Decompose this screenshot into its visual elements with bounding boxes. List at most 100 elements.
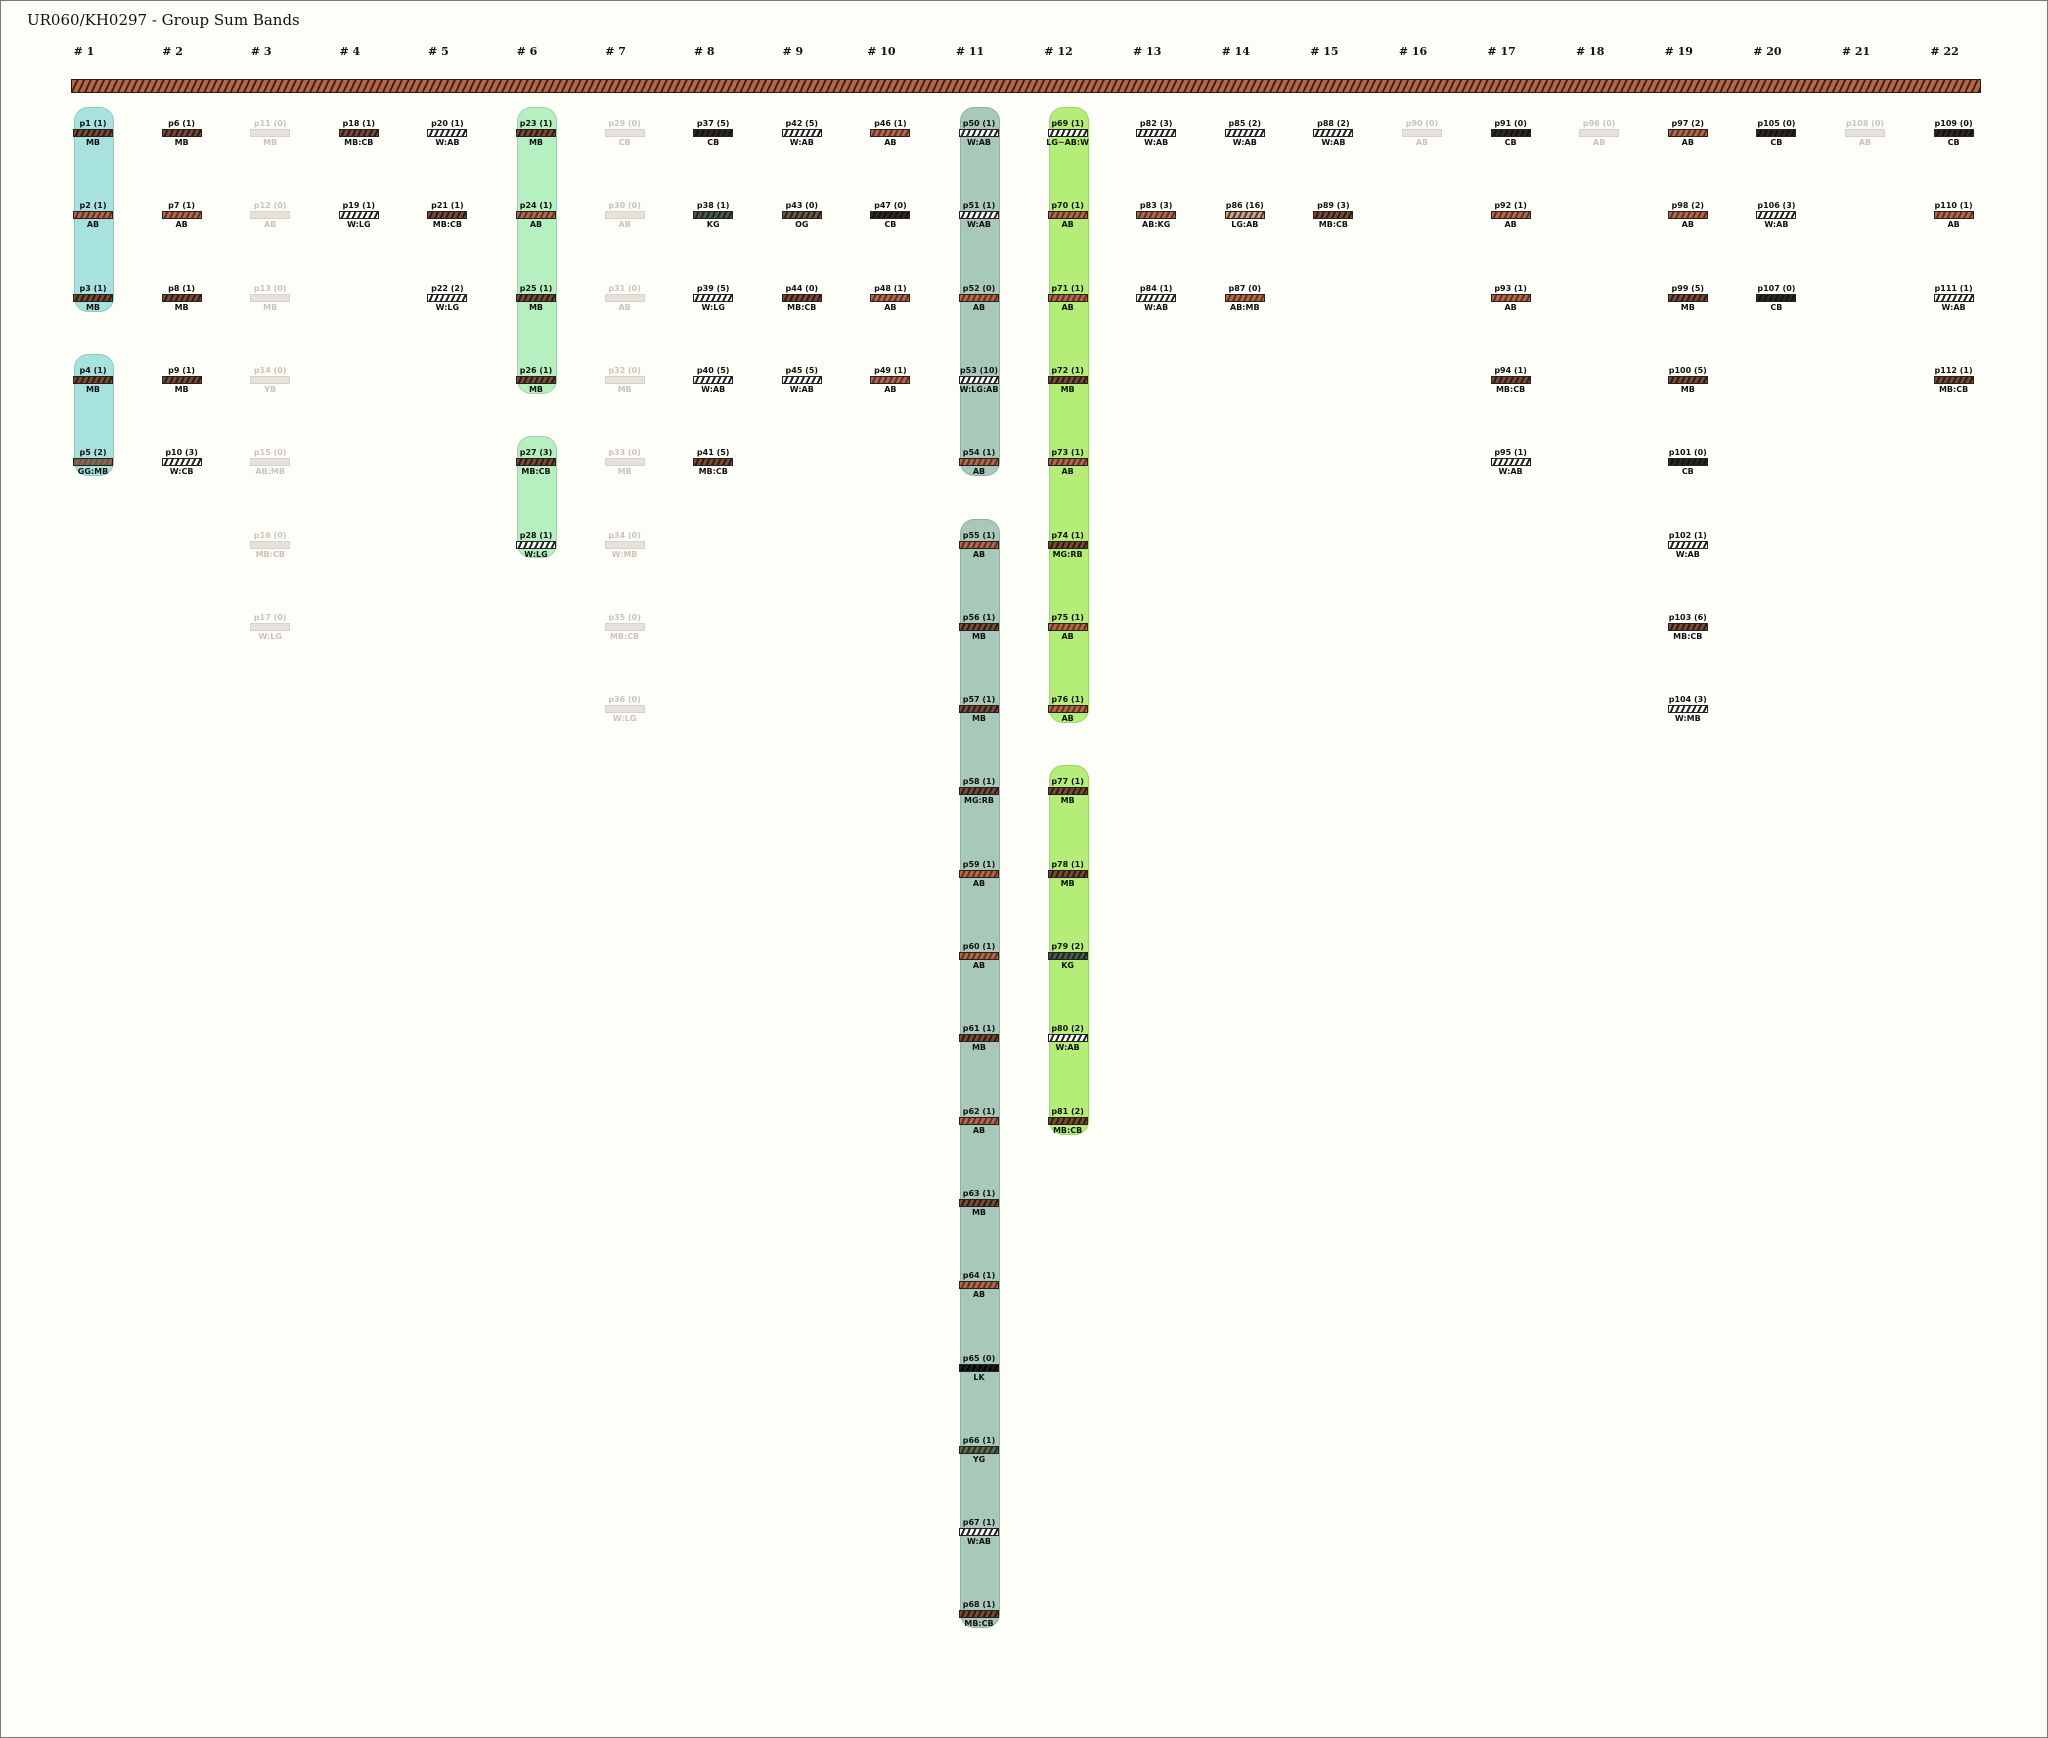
band-swatch xyxy=(1047,869,1088,878)
band-swatch xyxy=(1667,458,1708,467)
band-code: MB:CB xyxy=(255,549,285,559)
plot-item: p44 (0) MB:CB xyxy=(775,284,829,312)
column-header: # 5 xyxy=(428,45,449,58)
band-code: AB xyxy=(1061,467,1074,477)
plot-label: p56 (1) xyxy=(962,612,996,622)
plot-label: p71 (1) xyxy=(1051,283,1084,293)
plot-item: p98 (2) AB xyxy=(1661,201,1715,229)
band-code: MB:CB xyxy=(964,1619,994,1629)
plot-item: p63 (1) MB xyxy=(952,1189,1006,1217)
band-code: LG~AB:W xyxy=(1046,138,1089,147)
plot-label: p32 (0) xyxy=(608,365,641,375)
band-code: MB xyxy=(617,467,632,477)
plot-item: p45 (5) W:AB xyxy=(775,366,829,394)
plot-label: p33 (0) xyxy=(608,448,641,458)
band-swatch xyxy=(959,1445,999,1454)
plot-item: p86 (16) LG:AB xyxy=(1218,201,1272,229)
band-code: W:LG xyxy=(435,302,460,312)
band-swatch xyxy=(1402,129,1442,137)
plot-label: p5 (2) xyxy=(79,448,107,458)
band-code: AB xyxy=(972,878,986,888)
plot-label: p46 (1) xyxy=(874,119,907,128)
plot-item: p79 (2) KG xyxy=(1041,942,1095,970)
band-code: AB:MB xyxy=(1230,302,1260,312)
band-code: KG xyxy=(1061,961,1074,970)
plot-item: p21 (1) MB:CB xyxy=(420,201,474,229)
band-swatch xyxy=(1579,129,1620,137)
plot-item: p54 (1) AB xyxy=(952,448,1006,476)
plot-label: p34 (0) xyxy=(608,530,641,540)
column-header: # 2 xyxy=(162,45,183,58)
plot-item: p46 (1) AB xyxy=(863,119,917,147)
plot-label: p112 (1) xyxy=(1934,365,1973,375)
band-code: AB xyxy=(1681,220,1694,230)
plot-label: p108 (0) xyxy=(1845,119,1885,128)
plot-label: p16 (0) xyxy=(253,530,287,540)
plot-item: p58 (1) MG:RB xyxy=(952,777,1006,805)
plot-item: p52 (0) AB xyxy=(952,284,1006,312)
band-code: W:AB xyxy=(435,138,460,147)
band-code: MB:CB xyxy=(1052,1125,1083,1135)
band-swatch xyxy=(1490,375,1531,384)
band-swatch xyxy=(693,458,734,467)
band-code: AB xyxy=(972,467,986,477)
plot-label: p31 (0) xyxy=(608,283,641,293)
plot-label: p10 (3) xyxy=(165,448,198,458)
plot-label: p54 (1) xyxy=(962,448,996,458)
plot-item: p10 (3) W:CB xyxy=(155,448,209,476)
band-swatch xyxy=(250,622,291,631)
plot-item: p40 (5) W:AB xyxy=(686,366,740,394)
plot-label: p12 (0) xyxy=(253,201,287,211)
plot-label: p1 (1) xyxy=(79,119,107,128)
plot-item: p36 (0) W:LG xyxy=(598,695,652,723)
plot-label: p88 (2) xyxy=(1317,119,1350,128)
band-code: CB xyxy=(1681,467,1694,477)
plot-item: p59 (1) AB xyxy=(952,860,1006,888)
band-code: AB xyxy=(1415,138,1429,147)
plot-item: p78 (1) MB xyxy=(1041,860,1095,888)
column-header: # 4 xyxy=(339,45,361,58)
band-code: AB xyxy=(972,302,986,312)
plot-label: p111 (1) xyxy=(1934,283,1973,293)
band-swatch xyxy=(959,129,999,137)
band-code: CB xyxy=(1770,138,1783,147)
band-swatch xyxy=(959,1363,999,1372)
plot-item: p110 (1) AB xyxy=(1927,201,1981,229)
column-header: # 15 xyxy=(1310,45,1339,58)
band-code: W:AB xyxy=(966,1537,992,1547)
band-swatch xyxy=(959,293,999,302)
band-code: MB xyxy=(971,631,987,641)
band-swatch xyxy=(604,458,645,467)
band-code: AB xyxy=(1504,302,1517,312)
page-title: UR060/KH0297 - Group Sum Bands xyxy=(27,11,300,29)
band-code: MB xyxy=(617,384,632,394)
plot-label: p19 (1) xyxy=(342,201,376,211)
plot-item: p106 (3) W:AB xyxy=(1749,201,1803,229)
plot-item: p15 (0) AB:MB xyxy=(243,448,297,476)
band-code: AB xyxy=(972,549,986,559)
plot-item: p88 (2) W:AB xyxy=(1306,119,1360,147)
band-swatch xyxy=(1047,705,1088,714)
column-header: # 14 xyxy=(1221,45,1250,58)
band-swatch xyxy=(1047,375,1088,384)
plot-label: p69 (1) xyxy=(1051,119,1084,128)
plot-item: p30 (0) AB xyxy=(598,201,652,229)
plot-label: p79 (2) xyxy=(1051,942,1084,951)
plot-item: p107 (0) CB xyxy=(1749,284,1803,312)
plot-item: p51 (1) W:AB xyxy=(952,201,1006,229)
band-swatch xyxy=(1047,1034,1088,1043)
band-code: MB:CB xyxy=(1938,384,1969,394)
plot-label: p49 (1) xyxy=(874,365,907,375)
plot-label: p98 (2) xyxy=(1671,201,1705,211)
band-code: MG:RB xyxy=(964,796,994,806)
plot-label: p41 (5) xyxy=(696,448,730,458)
plot-label: p92 (1) xyxy=(1494,201,1527,211)
band-code: CB xyxy=(1504,138,1517,147)
band-swatch xyxy=(1047,952,1088,960)
band-code: W:AB xyxy=(1144,138,1169,147)
plot-item: p43 (0) OG xyxy=(775,201,829,229)
plot-label: p35 (0) xyxy=(608,612,641,622)
plot-label: p103 (6) xyxy=(1668,612,1707,622)
band-code: AB xyxy=(884,138,897,147)
plot-label: p55 (1) xyxy=(962,530,996,540)
